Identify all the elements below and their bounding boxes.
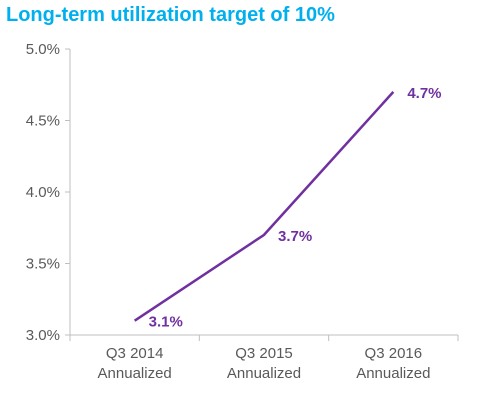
data-label: 3.7%: [278, 228, 312, 245]
y-tick-label: 3.0%: [26, 327, 60, 344]
series-line: [133, 91, 395, 322]
data-label: 3.1%: [149, 314, 183, 331]
x-tick-label: Q3 2015 Annualized: [227, 345, 301, 382]
series: [133, 91, 395, 322]
data-label: 4.7%: [407, 85, 441, 102]
x-tick-label: Q3 2014 Annualized: [98, 345, 172, 382]
chart-title: Long-term utilization target of 10%: [6, 4, 335, 26]
y-tick-label: 3.5%: [26, 256, 60, 273]
y-tick-label: 4.5%: [26, 113, 60, 130]
y-axis-ticks: 3.0% 3.5% 4.0% 4.5% 5.0%: [26, 41, 70, 344]
x-tick-label: Q3 2016 Annualized: [356, 345, 430, 382]
y-tick-label: 5.0%: [26, 41, 60, 58]
axes: [69, 49, 459, 341]
data-labels: 3.1% 3.7% 4.7%: [149, 85, 442, 331]
y-tick-label: 4.0%: [26, 184, 60, 201]
x-axis-ticks: Q3 2014 Annualized Q3 2015 Annualized Q3 201…: [98, 345, 431, 382]
